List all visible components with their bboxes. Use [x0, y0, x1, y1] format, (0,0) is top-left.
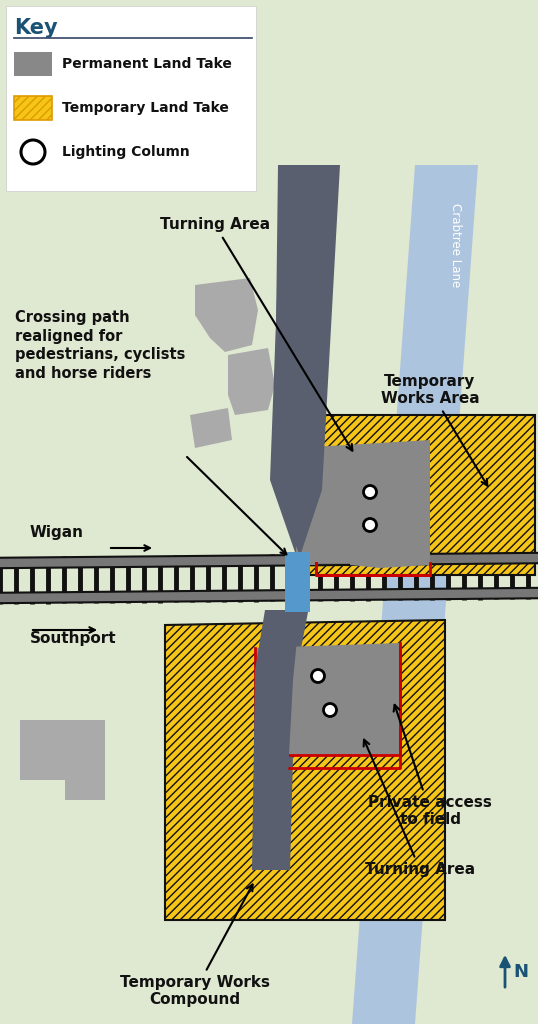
- Text: Temporary Works
Compound: Temporary Works Compound: [120, 885, 270, 1008]
- Text: Private access
to field: Private access to field: [368, 705, 492, 827]
- FancyBboxPatch shape: [6, 6, 256, 191]
- Polygon shape: [274, 165, 340, 556]
- Circle shape: [323, 703, 336, 717]
- Text: Turning Area: Turning Area: [160, 217, 352, 451]
- Text: Turning Area: Turning Area: [364, 739, 475, 877]
- Polygon shape: [270, 165, 338, 555]
- Polygon shape: [316, 442, 430, 563]
- Text: Temporary Land Take: Temporary Land Take: [62, 101, 229, 115]
- Polygon shape: [20, 720, 105, 800]
- Polygon shape: [255, 612, 308, 870]
- Polygon shape: [296, 440, 430, 568]
- Polygon shape: [252, 610, 300, 870]
- Circle shape: [21, 140, 45, 164]
- Polygon shape: [165, 620, 445, 920]
- Polygon shape: [190, 408, 232, 449]
- Bar: [14, 52, 52, 76]
- Bar: [14, 96, 52, 120]
- Text: N: N: [513, 963, 528, 981]
- Circle shape: [364, 518, 377, 531]
- Polygon shape: [300, 415, 535, 575]
- Polygon shape: [195, 278, 258, 352]
- Circle shape: [364, 485, 377, 499]
- Circle shape: [312, 670, 324, 683]
- Polygon shape: [255, 643, 400, 755]
- Text: Crabtree Lane: Crabtree Lane: [450, 203, 463, 287]
- Text: Key: Key: [14, 18, 58, 38]
- Text: Crossing path
realigned for
pedestrians, cyclists
and horse riders: Crossing path realigned for pedestrians,…: [15, 310, 186, 381]
- Text: Permanent Land Take: Permanent Land Take: [62, 57, 232, 71]
- Text: Temporary
Works Area: Temporary Works Area: [381, 374, 487, 485]
- Text: Southport: Southport: [30, 631, 117, 645]
- Polygon shape: [352, 165, 478, 1024]
- Polygon shape: [228, 348, 275, 415]
- Polygon shape: [285, 552, 310, 612]
- Text: Lighting Column: Lighting Column: [62, 145, 190, 159]
- Text: Wigan: Wigan: [30, 525, 84, 541]
